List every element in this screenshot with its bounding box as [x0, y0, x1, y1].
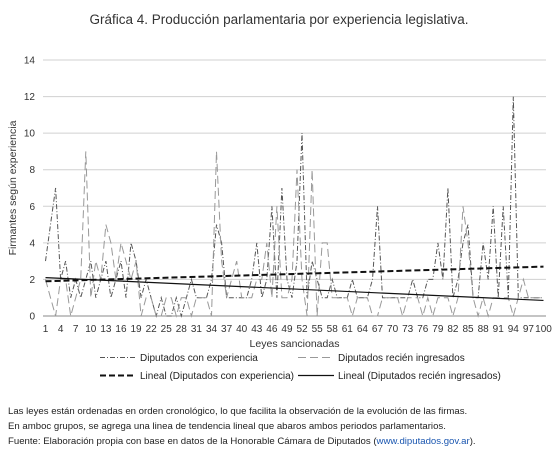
- chart-title: Gráfica 4. Producción parlamentaria por …: [89, 12, 469, 27]
- x-tick-label: 52: [296, 324, 308, 335]
- legend-label: Lineal (Diputados con experiencia): [140, 371, 294, 382]
- x-tick-label: 76: [417, 324, 429, 335]
- x-tick-label: 31: [191, 324, 203, 335]
- x-tick-label: 7: [73, 324, 79, 335]
- x-tick-label: 64: [357, 324, 369, 335]
- x-tick-label: 37: [221, 324, 233, 335]
- x-tick-label: 91: [493, 324, 505, 335]
- x-tick-label: 22: [146, 324, 158, 335]
- x-tick-label: 13: [100, 324, 112, 335]
- legend-label: Diputados con experiencia: [140, 353, 258, 364]
- x-tick-label: 19: [130, 324, 142, 335]
- y-tick-label: 0: [29, 312, 35, 323]
- source-suffix: ).: [469, 436, 476, 448]
- x-tick-label: 10: [85, 324, 97, 335]
- x-tick-label: 55: [312, 324, 324, 335]
- x-tick-label: 16: [115, 324, 127, 335]
- x-tick-label: 88: [478, 324, 490, 335]
- trend-line-4: [45, 277, 544, 302]
- y-tick-label: 2: [29, 275, 35, 286]
- x-tick-label: 85: [462, 324, 474, 335]
- chart-notes: Las leyes están ordenadas en orden crono…: [8, 404, 553, 450]
- x-tick-label: 79: [432, 324, 444, 335]
- y-axis-title: Firmantes según experiencia: [7, 120, 19, 255]
- x-tick-label: 28: [176, 324, 188, 335]
- source-prefix: Fuente: Elaboración propia con base en d…: [8, 436, 377, 448]
- y-tick-label: 4: [29, 238, 35, 249]
- x-tick-label: 82: [447, 324, 459, 335]
- y-tick-label: 6: [29, 202, 35, 213]
- x-tick-label: 100: [535, 324, 552, 335]
- x-tick-label: 46: [266, 324, 278, 335]
- x-tick-label: 49: [281, 324, 293, 335]
- legend-label: Lineal (Diputados recién ingresados): [338, 371, 501, 382]
- x-tick-label: 94: [508, 324, 520, 335]
- y-tick-label: 8: [29, 165, 35, 176]
- x-tick-label: 97: [523, 324, 535, 335]
- x-tick-label: 34: [206, 324, 218, 335]
- note-ordering: Las leyes están ordenadas en orden crono…: [8, 406, 468, 417]
- note-source: Fuente: Elaboración propia con base en d…: [8, 434, 553, 449]
- source-link[interactable]: www.diputados.gov.ar: [376, 436, 470, 448]
- x-tick-label: 73: [402, 324, 414, 335]
- x-axis-title: Leyes sancionadas: [250, 338, 340, 350]
- x-tick-label: 25: [161, 324, 173, 335]
- y-tick-label: 14: [24, 56, 36, 67]
- x-tick-label: 1: [43, 324, 49, 335]
- x-tick-label: 58: [327, 324, 339, 335]
- x-tick-label: 43: [251, 324, 263, 335]
- x-tick-label: 4: [58, 324, 64, 335]
- series-line-2: [45, 151, 544, 318]
- legend-label: Diputados recién ingresados: [338, 353, 465, 364]
- y-tick-label: 10: [24, 129, 36, 140]
- x-tick-label: 67: [372, 324, 384, 335]
- x-tick-label: 70: [387, 324, 399, 335]
- trend-line-3: [45, 265, 544, 283]
- x-tick-label: 40: [236, 324, 248, 335]
- y-tick-label: 12: [24, 92, 36, 103]
- note-trendline: En amboc grupos, se agrega una linea de …: [8, 421, 446, 433]
- x-tick-label: 61: [342, 324, 354, 335]
